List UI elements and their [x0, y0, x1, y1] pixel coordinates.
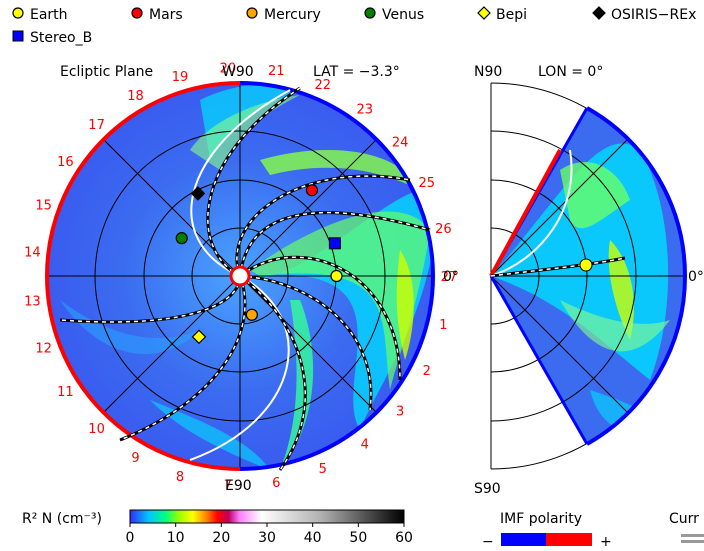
sector-label: 16	[57, 155, 74, 170]
colorbar	[129, 509, 405, 524]
sector-label: 22	[315, 78, 332, 93]
sector-label: 7	[224, 479, 232, 494]
colorbar-tick-label: 0	[126, 530, 135, 546]
sector-label: 21	[268, 64, 285, 79]
legend-marker-mars	[131, 7, 143, 19]
ecliptic-bodies	[175, 184, 343, 345]
meridional-structures	[491, 143, 670, 434]
meridional-zero-label: 0°	[688, 269, 704, 285]
sector-label: 6	[272, 476, 280, 491]
sector-label: 25	[418, 176, 435, 191]
sector-label: 20	[220, 61, 237, 76]
sector-label: 2	[423, 364, 431, 379]
colorbar-tick-label: 20	[212, 530, 230, 546]
imf-plus: +	[600, 534, 612, 550]
legend-marker-mercury	[246, 7, 258, 19]
sector-label: 17	[88, 118, 105, 133]
sector-label: 13	[24, 294, 41, 309]
sector-label: 26	[435, 222, 452, 237]
imf-rim-negative	[239, 81, 435, 471]
imf-title: IMF polarity	[500, 511, 582, 527]
legend-label-osiris-rex: OSIRIS−REx	[611, 7, 696, 23]
imf-positive-swatch	[546, 533, 592, 546]
colorbar-tick-label: 40	[304, 530, 322, 546]
legend-label-stereo-b: Stereo_B	[30, 30, 92, 46]
sector-label: 14	[24, 246, 41, 261]
ecliptic-zero-label: 0°	[443, 269, 459, 285]
sector-label: 24	[392, 136, 409, 151]
sector-label: 19	[172, 70, 189, 85]
legend-marker-osiris-rex	[592, 6, 606, 20]
meridional-earth-marker	[579, 258, 593, 272]
sector-label: 3	[396, 404, 404, 419]
current-label: Curr	[669, 511, 699, 527]
colorbar-ticks: 0 10 20 30 40 50 60	[126, 523, 413, 546]
sector-label: 8	[176, 470, 184, 485]
current-sheet-swatch-top	[681, 534, 704, 537]
legend-marker-venus	[364, 7, 376, 19]
current-sheet-swatch-bottom	[681, 540, 704, 543]
meridional-bottom-label: S90	[474, 481, 501, 497]
ecliptic-bottom-label: E90	[225, 478, 252, 494]
legend-label-venus: Venus	[382, 7, 424, 23]
legend-label-earth: Earth	[30, 7, 68, 23]
colorbar-tick-label: 50	[349, 530, 367, 546]
colorbar-tick-label: 30	[258, 530, 276, 546]
legend-label-bepi: Bepi	[496, 7, 527, 23]
meridional-top-label: N90	[474, 64, 502, 80]
body-osiris-rex	[190, 186, 206, 201]
colorbar-tick-label: 60	[395, 530, 413, 546]
imf-negative-swatch	[501, 533, 546, 546]
sector-label: 5	[319, 462, 327, 477]
sector-label: 11	[57, 385, 74, 400]
ecliptic-top-label: W90	[222, 64, 254, 80]
legend-marker-bepi	[477, 6, 491, 20]
sector-label: 27	[441, 270, 458, 285]
colorbar-label: R² N (cm⁻³)	[22, 511, 102, 527]
meridional-lon-label: LON = 0°	[538, 64, 603, 80]
body-mercury	[245, 308, 258, 321]
sector-label: 18	[127, 89, 144, 104]
body-earth	[330, 269, 343, 283]
sector-label: 23	[357, 102, 374, 117]
body-venus	[175, 232, 188, 245]
sector-label: 10	[88, 422, 105, 437]
ecliptic-title: Ecliptic Plane	[60, 64, 153, 80]
legend-label-mars: Mars	[149, 7, 183, 23]
body-bepi	[191, 329, 207, 345]
sector-label: 12	[35, 341, 52, 356]
legend-label-mercury: Mercury	[264, 7, 321, 23]
ecliptic-lat-label: LAT = −3.3°	[313, 64, 400, 80]
sector-label: 9	[131, 451, 139, 466]
imf-rim-positive	[45, 81, 241, 471]
sector-label: 4	[361, 438, 369, 453]
legend: Earth Mars Mercury Venus Bepi OSIRIS−REx Stere…	[12, 6, 696, 46]
meridional-rim	[586, 106, 687, 446]
legend-marker-earth	[12, 7, 24, 19]
meridional-plane	[489, 82, 687, 470]
sector-label: 1	[439, 318, 447, 333]
imf-minus: −	[482, 534, 494, 550]
sector-label: 15	[35, 199, 52, 214]
colorbar-tick-label: 10	[167, 530, 185, 546]
sun	[229, 265, 251, 287]
legend-marker-stereo-b	[12, 30, 24, 42]
body-mars	[305, 184, 319, 197]
body-stereo-b	[328, 237, 341, 250]
